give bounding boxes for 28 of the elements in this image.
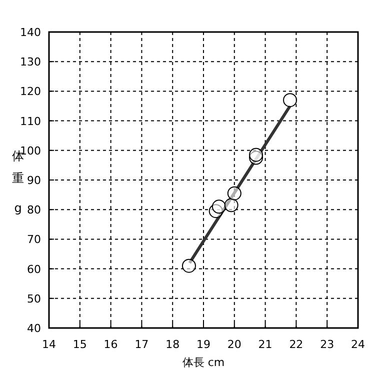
x-tick-label: 20 [227,338,242,351]
point [224,198,238,212]
x-tick-label: 24 [351,338,365,351]
point [182,258,196,273]
text: 体重 g [12,149,24,215]
y-tick-label: 50 [27,292,41,306]
x-tick-label: 18 [166,338,180,351]
y-tick-label: 120 [20,85,41,98]
y-tick-label: 90 [27,174,41,187]
y-tick-label: 80 [27,204,41,217]
x-tick-label: 16 [104,338,118,351]
y-tick-label: 110 [20,114,41,128]
y-tick-label: 140 [20,26,41,39]
point [227,186,242,200]
x-tick-label: 14 [42,338,56,351]
x-tick-label: 17 [134,338,149,351]
y-tick-label: 60 [27,262,41,276]
y-tick-label: 130 [20,56,41,69]
x-tick-label: 22 [289,338,304,351]
point [212,200,226,214]
point [249,148,264,162]
x-tick-label: 23 [320,338,334,351]
x-tick-label: 21 [258,338,272,351]
y-tick-label: 70 [27,233,41,246]
y-tick-label: 40 [27,322,41,335]
x-axis-title: 体長 cm [182,356,225,369]
x-tick-label: 15 [72,338,87,351]
x-tick-label: 19 [196,338,210,351]
